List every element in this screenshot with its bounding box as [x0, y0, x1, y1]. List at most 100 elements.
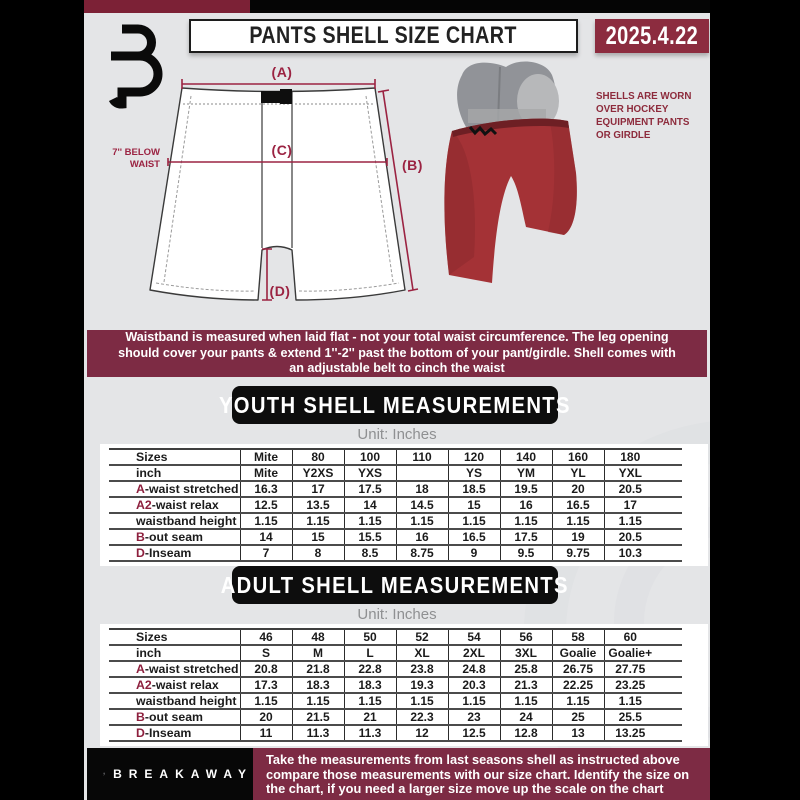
- table-cell: 160: [552, 449, 605, 466]
- table-cell: 17: [604, 497, 656, 514]
- page-title: PANTS SHELL SIZE CHART: [189, 19, 578, 53]
- row-label: D-Inseam: [109, 725, 241, 742]
- table-cell: Y2XS: [292, 465, 345, 482]
- row-label: waistband height: [109, 513, 241, 530]
- table-row: D-Inseam 7 8 8.5 8.75 9 9.5 9.75 10.3: [109, 545, 682, 562]
- row-label: A2-waist relax: [109, 497, 241, 514]
- table-cell: 13: [552, 725, 605, 742]
- table-cell: YS: [448, 465, 501, 482]
- table-cell: 46: [240, 629, 293, 646]
- row-label: B-out seam: [109, 529, 241, 546]
- table-cell: 15: [292, 529, 345, 546]
- table-cell: 15.5: [344, 529, 397, 546]
- table-cell: 1.15: [448, 693, 501, 710]
- table-cell: 25.8: [500, 661, 553, 678]
- table-cell: 17: [292, 481, 345, 498]
- info-banner: Waistband is measured when laid flat - n…: [87, 330, 707, 377]
- table-cell: 12.8: [500, 725, 553, 742]
- row-label-prefix: A2: [136, 678, 152, 692]
- table-cell: 14: [240, 529, 293, 546]
- table-cell: 20.3: [448, 677, 501, 694]
- table-cell: 19.3: [396, 677, 449, 694]
- table-cell: 25: [552, 709, 605, 726]
- table-cell: 18: [396, 481, 449, 498]
- youth-table-panel: Sizes Mite 80 100 110 120 140 160 180 inch Mite Y2X…: [100, 444, 708, 566]
- table-cell: 80: [292, 449, 345, 466]
- dim-label-b: (B): [402, 157, 423, 173]
- adult-table-panel: Sizes 46 48 50 52 54 56 58 60 inch S M L XL 2XL 3XL Goal…: [100, 624, 708, 746]
- adult-section-title: ADULT SHELL MEASUREMENTS: [220, 571, 570, 598]
- table-cell: 17.5: [344, 481, 397, 498]
- table-cell: 13.25: [604, 725, 656, 742]
- table-cell: 1.15: [292, 513, 345, 530]
- row-label-prefix: D: [136, 546, 145, 560]
- table-cell: 14: [344, 497, 397, 514]
- table-cell: 22.8: [344, 661, 397, 678]
- document-sheet: PANTS SHELL SIZE CHART 2025.4.22 (A) (B)…: [84, 0, 710, 800]
- table-cell: 22.25: [552, 677, 605, 694]
- table-cell: 1.15: [604, 513, 656, 530]
- footer-instructions-text: Take the measurements from last seasons …: [266, 752, 690, 797]
- row-label-prefix: D: [136, 726, 145, 740]
- table-cell: 12.5: [448, 725, 501, 742]
- row-label-prefix: B: [136, 530, 145, 544]
- date-text: 2025.4.22: [605, 21, 699, 50]
- table-cell: 8: [292, 545, 345, 562]
- table-cell: 22.3: [396, 709, 449, 726]
- table-cell: XL: [396, 645, 449, 662]
- table-cell: 2XL: [448, 645, 501, 662]
- table-cell: 110: [396, 449, 449, 466]
- table-spacer-cell: [656, 677, 682, 694]
- table-row: inch S M L XL 2XL 3XL Goalie Goalie+: [109, 645, 682, 662]
- table-cell: 27.75: [604, 661, 656, 678]
- table-cell: 21.5: [292, 709, 345, 726]
- table-row: B-out seam 20 21.5 21 22.3 23 24 25 25.5: [109, 709, 682, 726]
- table-cell: 1.15: [604, 693, 656, 710]
- row-label: inch: [109, 465, 241, 482]
- table-row: A-waist stretched 16.3 17 17.5 18 18.5 19.5 20 2…: [109, 481, 682, 498]
- table-cell: 1.15: [240, 693, 293, 710]
- table-cell: 12.5: [240, 497, 293, 514]
- table-cell: 17.5: [500, 529, 553, 546]
- table-cell: Goalie: [552, 645, 605, 662]
- table-cell: 15: [448, 497, 501, 514]
- footer-brand-box: BREAKAWAY: [87, 748, 253, 800]
- table-spacer-cell: [656, 481, 682, 498]
- table-cell: M: [292, 645, 345, 662]
- row-label-prefix: A: [136, 662, 145, 676]
- table-cell: Goalie+: [604, 645, 656, 662]
- row-label: B-out seam: [109, 709, 241, 726]
- table-cell: 50: [344, 629, 397, 646]
- table-cell: 1.15: [344, 693, 397, 710]
- table-cell: 19: [552, 529, 605, 546]
- table-cell: 18.3: [344, 677, 397, 694]
- table-cell: 23.25: [604, 677, 656, 694]
- date-badge: 2025.4.22: [595, 19, 709, 53]
- table-spacer-cell: [656, 709, 682, 726]
- table-cell: 8.5: [344, 545, 397, 562]
- table-row: D-Inseam 11 11.3 11.3 12 12.5 12.8 13 13.25: [109, 725, 682, 742]
- table-cell: 26.75: [552, 661, 605, 678]
- top-bar-accent: [84, 0, 250, 13]
- table-cell: 1.15: [500, 693, 553, 710]
- adult-unit-label: Unit: Inches: [357, 606, 437, 623]
- table-cell: 16: [396, 529, 449, 546]
- table-cell: 18.5: [448, 481, 501, 498]
- row-label-prefix: A2: [136, 498, 152, 512]
- table-cell: 1.15: [448, 513, 501, 530]
- table-row: Sizes 46 48 50 52 54 56 58 60: [109, 629, 682, 646]
- table-row: A-waist stretched 20.8 21.8 22.8 23.8 24.8 25.…: [109, 661, 682, 678]
- table-cell: 23: [448, 709, 501, 726]
- table-cell: 24: [500, 709, 553, 726]
- table-cell: YL: [552, 465, 605, 482]
- youth-section-title: YOUTH SHELL MEASUREMENTS: [219, 391, 571, 418]
- row-label: A-waist stretched: [109, 481, 241, 498]
- table-spacer-cell: [656, 725, 682, 742]
- table-spacer-cell: [656, 449, 682, 466]
- table-cell: 1.15: [500, 513, 553, 530]
- table-cell: 9.5: [500, 545, 553, 562]
- table-cell: 1.15: [552, 693, 605, 710]
- table-cell: Mite: [240, 449, 293, 466]
- youth-unit-label: Unit: Inches: [357, 426, 437, 443]
- adult-section-banner: ADULT SHELL MEASUREMENTS: [221, 566, 568, 604]
